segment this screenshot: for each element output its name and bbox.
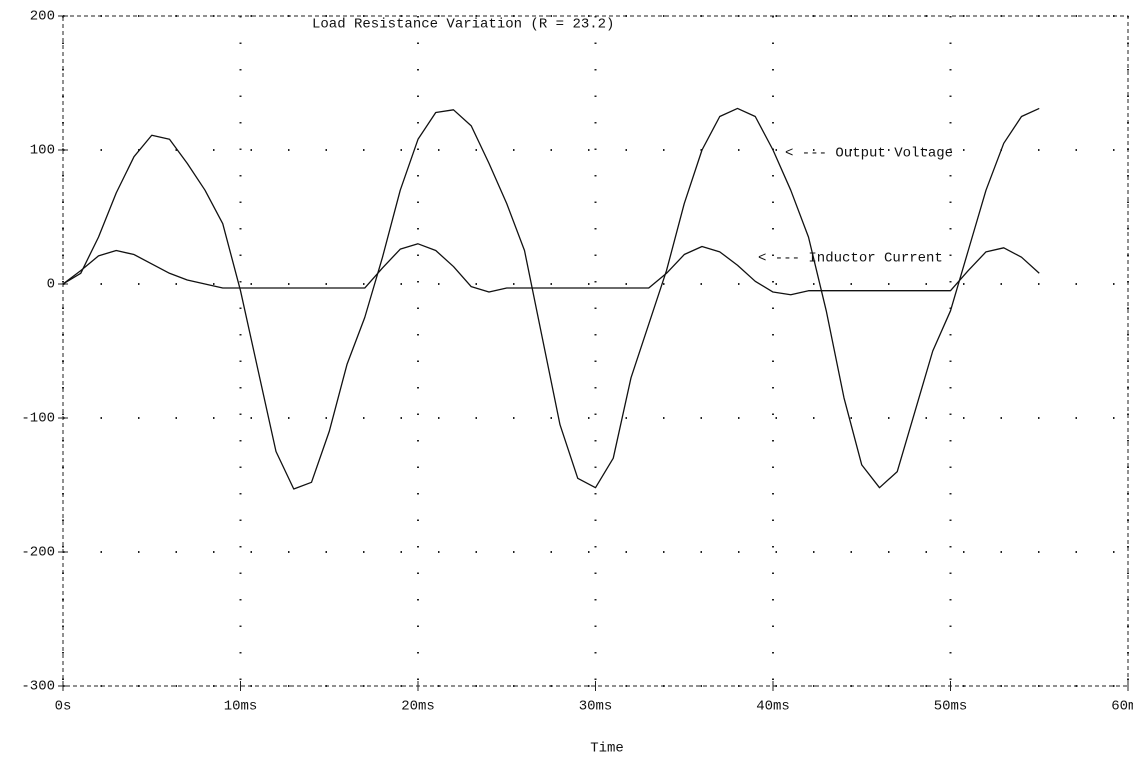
y-tick-label: 200 <box>30 9 55 25</box>
x-tick-label: 20ms <box>401 699 435 715</box>
series-annotation: < --- Output Voltage <box>785 146 953 162</box>
series-line <box>62 107 1040 490</box>
x-tick-label: 40ms <box>756 699 790 715</box>
y-tick-label: -200 <box>21 545 55 561</box>
series-annotation: < --- Inductor Current <box>758 251 943 267</box>
series-line <box>62 243 1040 296</box>
x-tick-label: 0s <box>55 699 72 715</box>
x-tick-label: 10ms <box>224 699 258 715</box>
x-tick-label: 50ms <box>934 699 968 715</box>
y-tick-label: 100 <box>30 143 55 159</box>
x-tick-label: 30ms <box>579 699 613 715</box>
y-tick-label: 0 <box>47 277 55 293</box>
x-axis-label: Time <box>590 741 624 757</box>
plot-frame <box>62 15 1129 687</box>
chart-title: Load Resistance Variation (R = 23.2) <box>312 17 614 33</box>
y-tick-label: -300 <box>21 679 55 695</box>
y-tick-label: -100 <box>21 411 55 427</box>
x-tick-label: 60ms <box>1111 699 1133 715</box>
